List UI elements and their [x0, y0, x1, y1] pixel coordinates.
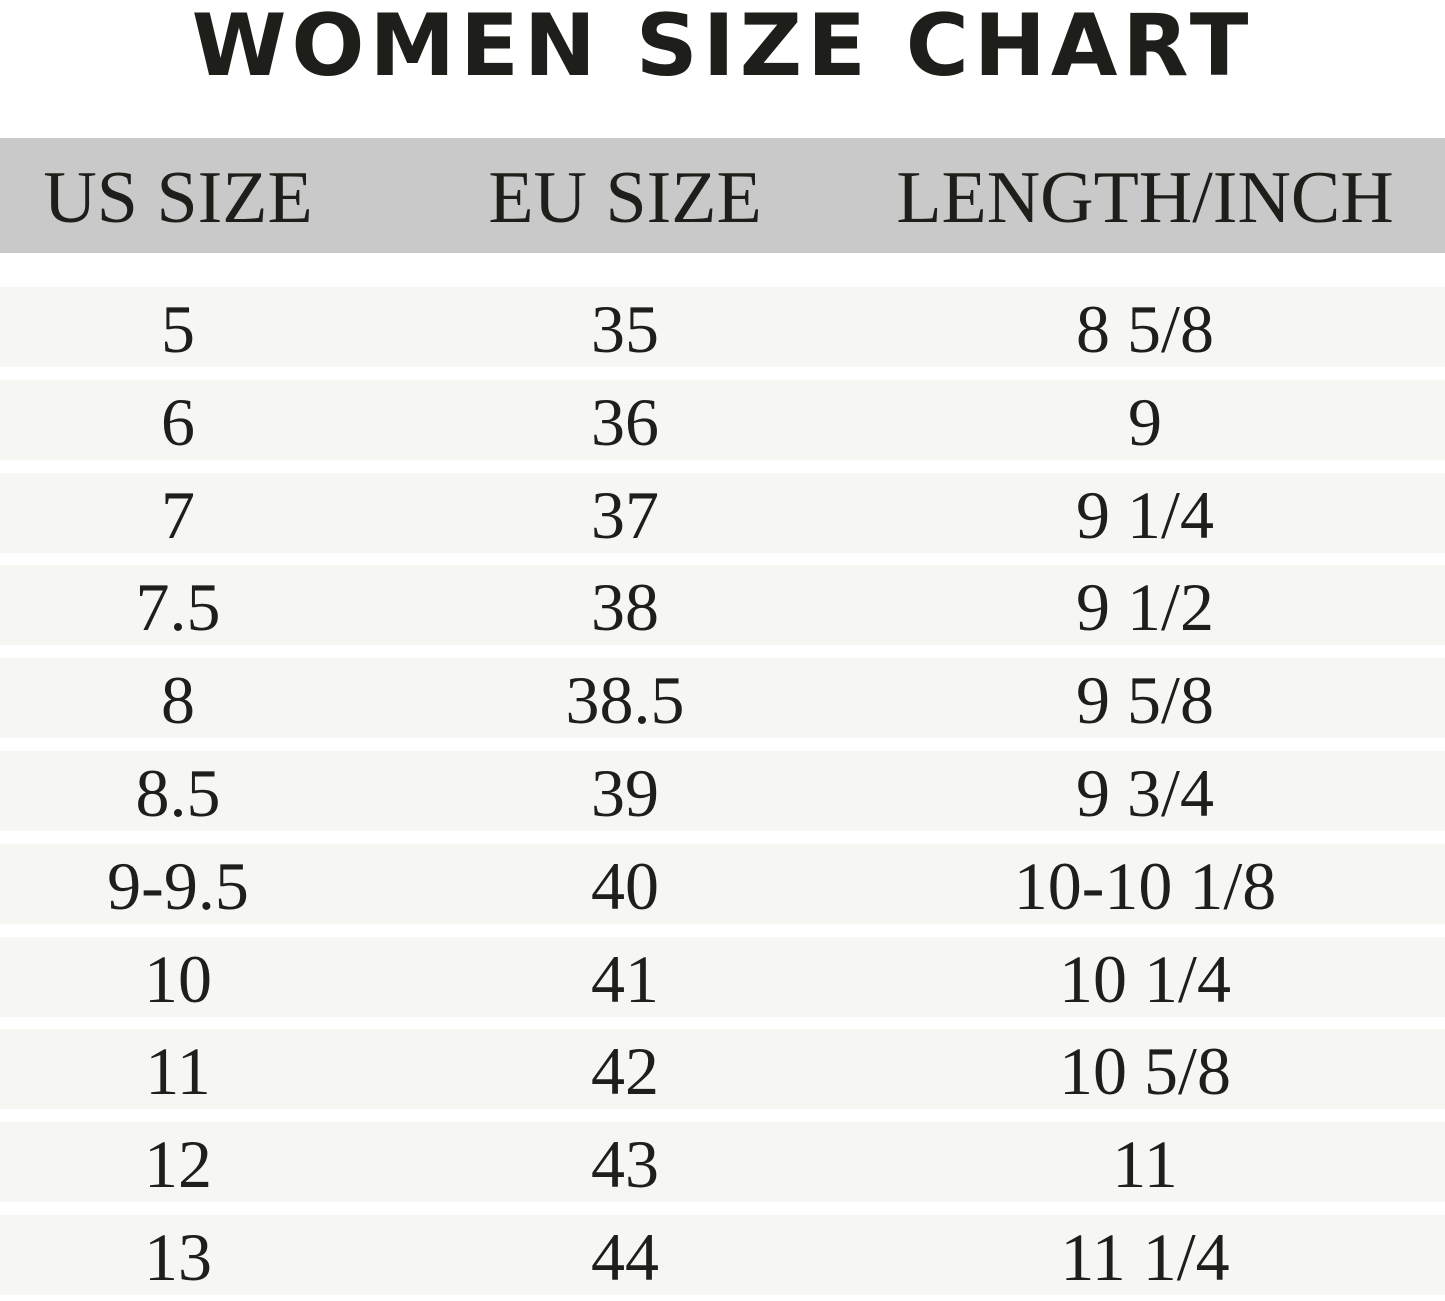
- table-cell: 10 1/4: [1059, 940, 1231, 1017]
- table-cell: 43: [591, 1126, 659, 1203]
- row-band: [0, 1215, 1445, 1295]
- table-cell: 40: [591, 847, 659, 924]
- table-cell: 39: [591, 755, 659, 831]
- table-cell: 37: [591, 476, 659, 553]
- table-cell: 9 1/2: [1076, 569, 1214, 646]
- header-band: [0, 138, 1445, 253]
- table-cell: 9 1/4: [1076, 476, 1214, 553]
- row-band: [0, 936, 1445, 1017]
- column-header: LENGTH/INCH: [896, 157, 1394, 239]
- column-header: EU SIZE: [488, 157, 762, 239]
- row-band: [0, 843, 1445, 924]
- table-cell: 38: [591, 569, 659, 646]
- table-cell: 44: [591, 1219, 659, 1295]
- table-cell: 7.5: [135, 569, 221, 646]
- table-cell: 11: [1112, 1126, 1178, 1203]
- table-cell: 7: [161, 476, 195, 553]
- row-band: [0, 1029, 1445, 1110]
- row-band: [0, 658, 1445, 739]
- table-cell: 12: [144, 1126, 212, 1203]
- table-cell: 9: [1128, 383, 1162, 460]
- title: WOMEN SIZE CHART: [191, 0, 1254, 96]
- table-cell: 9-9.5: [107, 847, 249, 924]
- row-band: [0, 472, 1445, 553]
- table-cell: 8: [161, 662, 195, 739]
- row-band: [0, 287, 1445, 367]
- table-cell: 10 5/8: [1059, 1033, 1231, 1110]
- table-cell: 41: [591, 940, 659, 1017]
- table-cell: 8.5: [135, 755, 221, 831]
- table-cell: 9 3/4: [1076, 755, 1214, 831]
- table-cell: 38.5: [565, 662, 685, 739]
- table-cell: 8 5/8: [1076, 291, 1214, 367]
- row-band: [0, 751, 1445, 831]
- column-header: US SIZE: [43, 157, 313, 239]
- table-cell: 6: [161, 383, 195, 460]
- table-cell: 9 5/8: [1076, 662, 1214, 739]
- table-cell: 42: [591, 1033, 659, 1110]
- table-cell: 13: [144, 1219, 212, 1295]
- table-cell: 10-10 1/8: [1013, 847, 1277, 924]
- row-band: [0, 1122, 1445, 1203]
- row-band: [0, 379, 1445, 460]
- table-cell: 35: [591, 291, 659, 367]
- table-cell: 5: [161, 291, 195, 367]
- table-cell: 11 1/4: [1060, 1219, 1230, 1295]
- table-cell: 36: [591, 383, 659, 460]
- row-band: [0, 565, 1445, 646]
- table-cell: 10: [144, 940, 212, 1017]
- table-cell: 11: [145, 1033, 211, 1110]
